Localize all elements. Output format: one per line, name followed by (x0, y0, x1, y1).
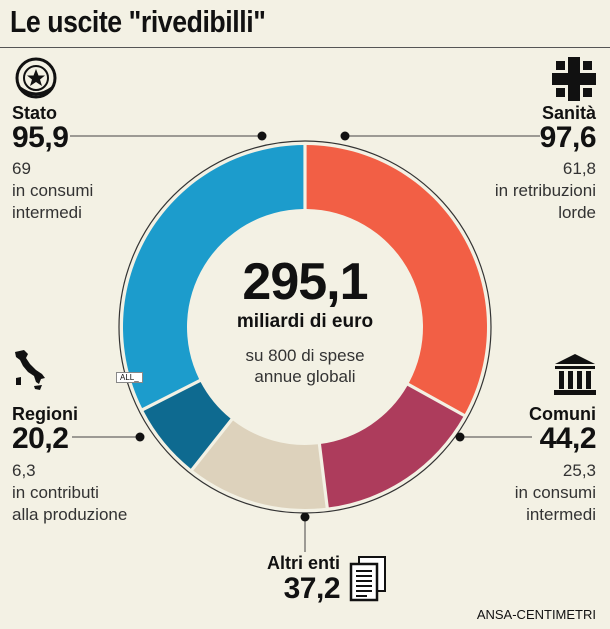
label-comuni-note-line1: in consumi (514, 483, 596, 502)
donut-slice-stato (122, 145, 304, 409)
label-sanita-note-line1: in retribuzioni (494, 181, 596, 200)
leader-dot-regioni (135, 432, 145, 442)
label-regioni-name: Regioni (12, 404, 78, 424)
label-sanita-value: 97,6 (539, 121, 597, 154)
label-sanita-note-value: 61,8 (562, 159, 596, 178)
label-stato-note-line1: in consumi (12, 181, 94, 200)
donut-slice-sanit (306, 145, 488, 415)
leader-dot-sanita (340, 131, 350, 141)
center-total-unit: miliardi di euro (236, 311, 374, 332)
label-stato-note-value: 69 (12, 159, 31, 178)
documents-icon (349, 556, 386, 602)
town-hall-icon (554, 354, 596, 395)
leader-dot-altri (300, 512, 310, 522)
label-regioni-value: 20,2 (12, 422, 69, 455)
source-credit: ANSA-CENTIMETRI (476, 607, 596, 622)
donut-slice-regioni (143, 381, 231, 469)
center-sub-line2: annue globali (254, 367, 356, 386)
donut-slice-altri-enti (193, 420, 326, 510)
label-sanita-note-line2: lorde (558, 203, 596, 222)
small-tag: ALL_ (116, 372, 143, 383)
label-regioni-note-line1: in contributi (12, 483, 99, 502)
center-total-value: 295,1 (242, 253, 368, 311)
label-sanita-name: Sanità (541, 103, 596, 123)
label-comuni-note-line2: intermedi (526, 505, 596, 524)
label-stato-name: Stato (12, 103, 57, 123)
label-regioni-note-value: 6,3 (12, 461, 36, 480)
label-stato-note-line2: intermedi (12, 203, 82, 222)
donut-slice-comuni (320, 385, 464, 508)
label-comuni-note-value: 25,3 (562, 461, 596, 480)
label-comuni-name: Comuni (529, 404, 596, 424)
title-divider (0, 47, 610, 48)
italy-map-icon (15, 350, 45, 390)
label-stato-value: 95,9 (12, 121, 69, 154)
label-comuni-value: 44,2 (539, 422, 597, 455)
label-altri-name: Altri enti (266, 553, 340, 573)
health-cross-icon (552, 57, 596, 101)
leader-dot-comuni (455, 432, 465, 442)
label-regioni-note-line2: alla produzione (12, 505, 128, 524)
center-sub-line1: su 800 di spese (245, 346, 365, 365)
state-emblem-icon (15, 57, 57, 99)
label-altri-value: 37,2 (283, 572, 341, 605)
chart-title: Le uscite "rivedibilli" (10, 4, 266, 39)
leader-dot-stato (257, 131, 267, 141)
